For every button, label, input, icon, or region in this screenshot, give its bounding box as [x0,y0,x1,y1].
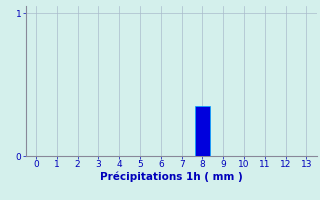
X-axis label: Précipitations 1h ( mm ): Précipitations 1h ( mm ) [100,172,243,182]
Bar [195,106,210,156]
